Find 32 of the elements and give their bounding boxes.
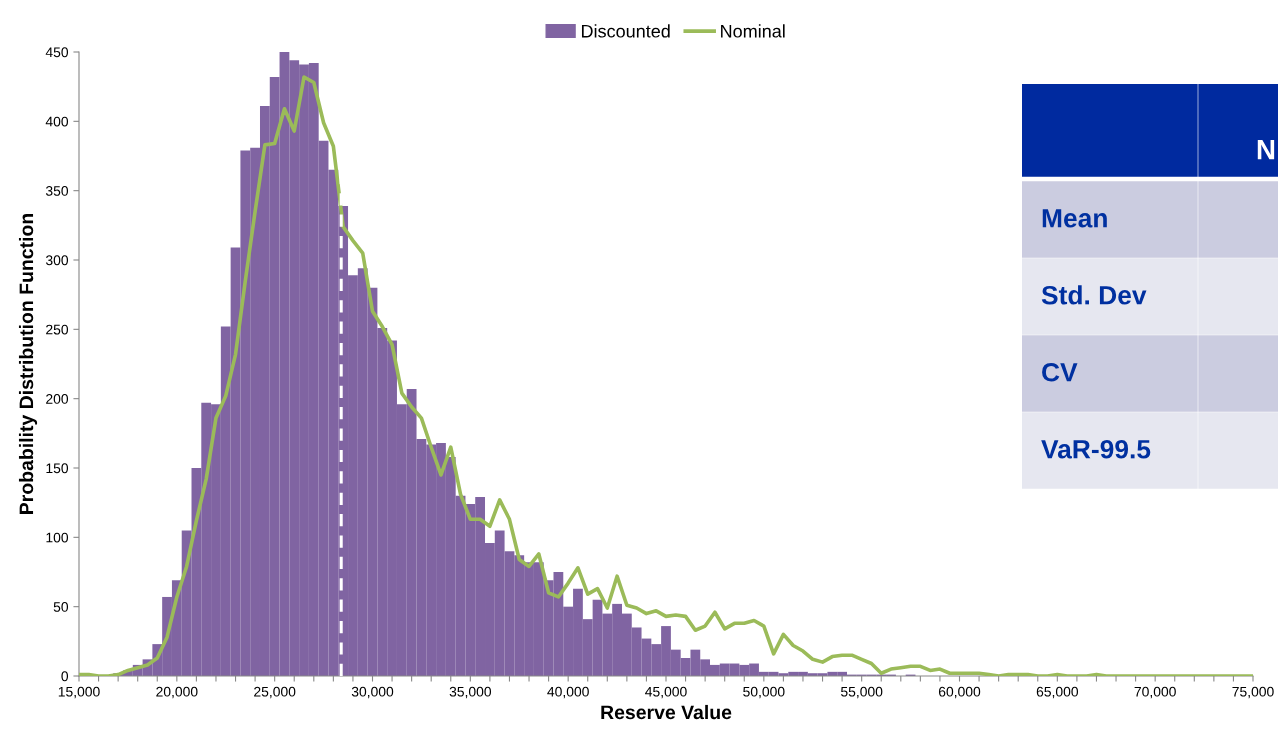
x-tick-label: 45,000: [645, 686, 687, 699]
y-tick-label: 350: [45, 186, 69, 196]
y-tick-label: 50: [53, 602, 69, 612]
x-tick-label: 55,000: [840, 686, 883, 699]
annotation: CV: [1042, 362, 1078, 382]
annotation: Mean: [1042, 209, 1107, 228]
legend-label: Discounted: [581, 24, 670, 38]
x-tick-label: 20,000: [156, 686, 198, 699]
y-tick-label: 300: [45, 255, 69, 266]
x-axis-title: Reserve Value: [601, 704, 732, 720]
annotation: Std. Dev: [1041, 285, 1147, 305]
text: N: [1257, 140, 1275, 160]
x-tick-label: 30,000: [351, 686, 394, 699]
y-tick-label: 200: [46, 394, 69, 404]
x-tick-label: 75,000: [1232, 686, 1274, 699]
x-tick-label: 25,000: [254, 686, 296, 699]
y-tick-label: 150: [46, 463, 69, 474]
y-tick-label: 100: [46, 532, 69, 543]
x-tick-label: 70,000: [1134, 686, 1176, 699]
y-tick-label: 450: [45, 47, 69, 58]
x-tick-label: 15,000: [58, 686, 100, 699]
x-tick-label: 50,000: [743, 686, 785, 699]
legend-label: Nominal: [721, 24, 785, 38]
y-tick-label: 250: [46, 324, 69, 335]
x-tick-label: 40,000: [547, 686, 589, 699]
y-axis-title: Probability Distribution Function: [18, 213, 38, 514]
x-tick-label: 35,000: [449, 686, 492, 699]
y-tick-label: 400: [45, 116, 69, 127]
y-tick-label: 0: [61, 671, 69, 682]
x-tick-label: 65,000: [1036, 686, 1079, 699]
x-tick-label: 60,000: [938, 686, 981, 699]
annotation: VaR-99.5: [1041, 439, 1151, 459]
